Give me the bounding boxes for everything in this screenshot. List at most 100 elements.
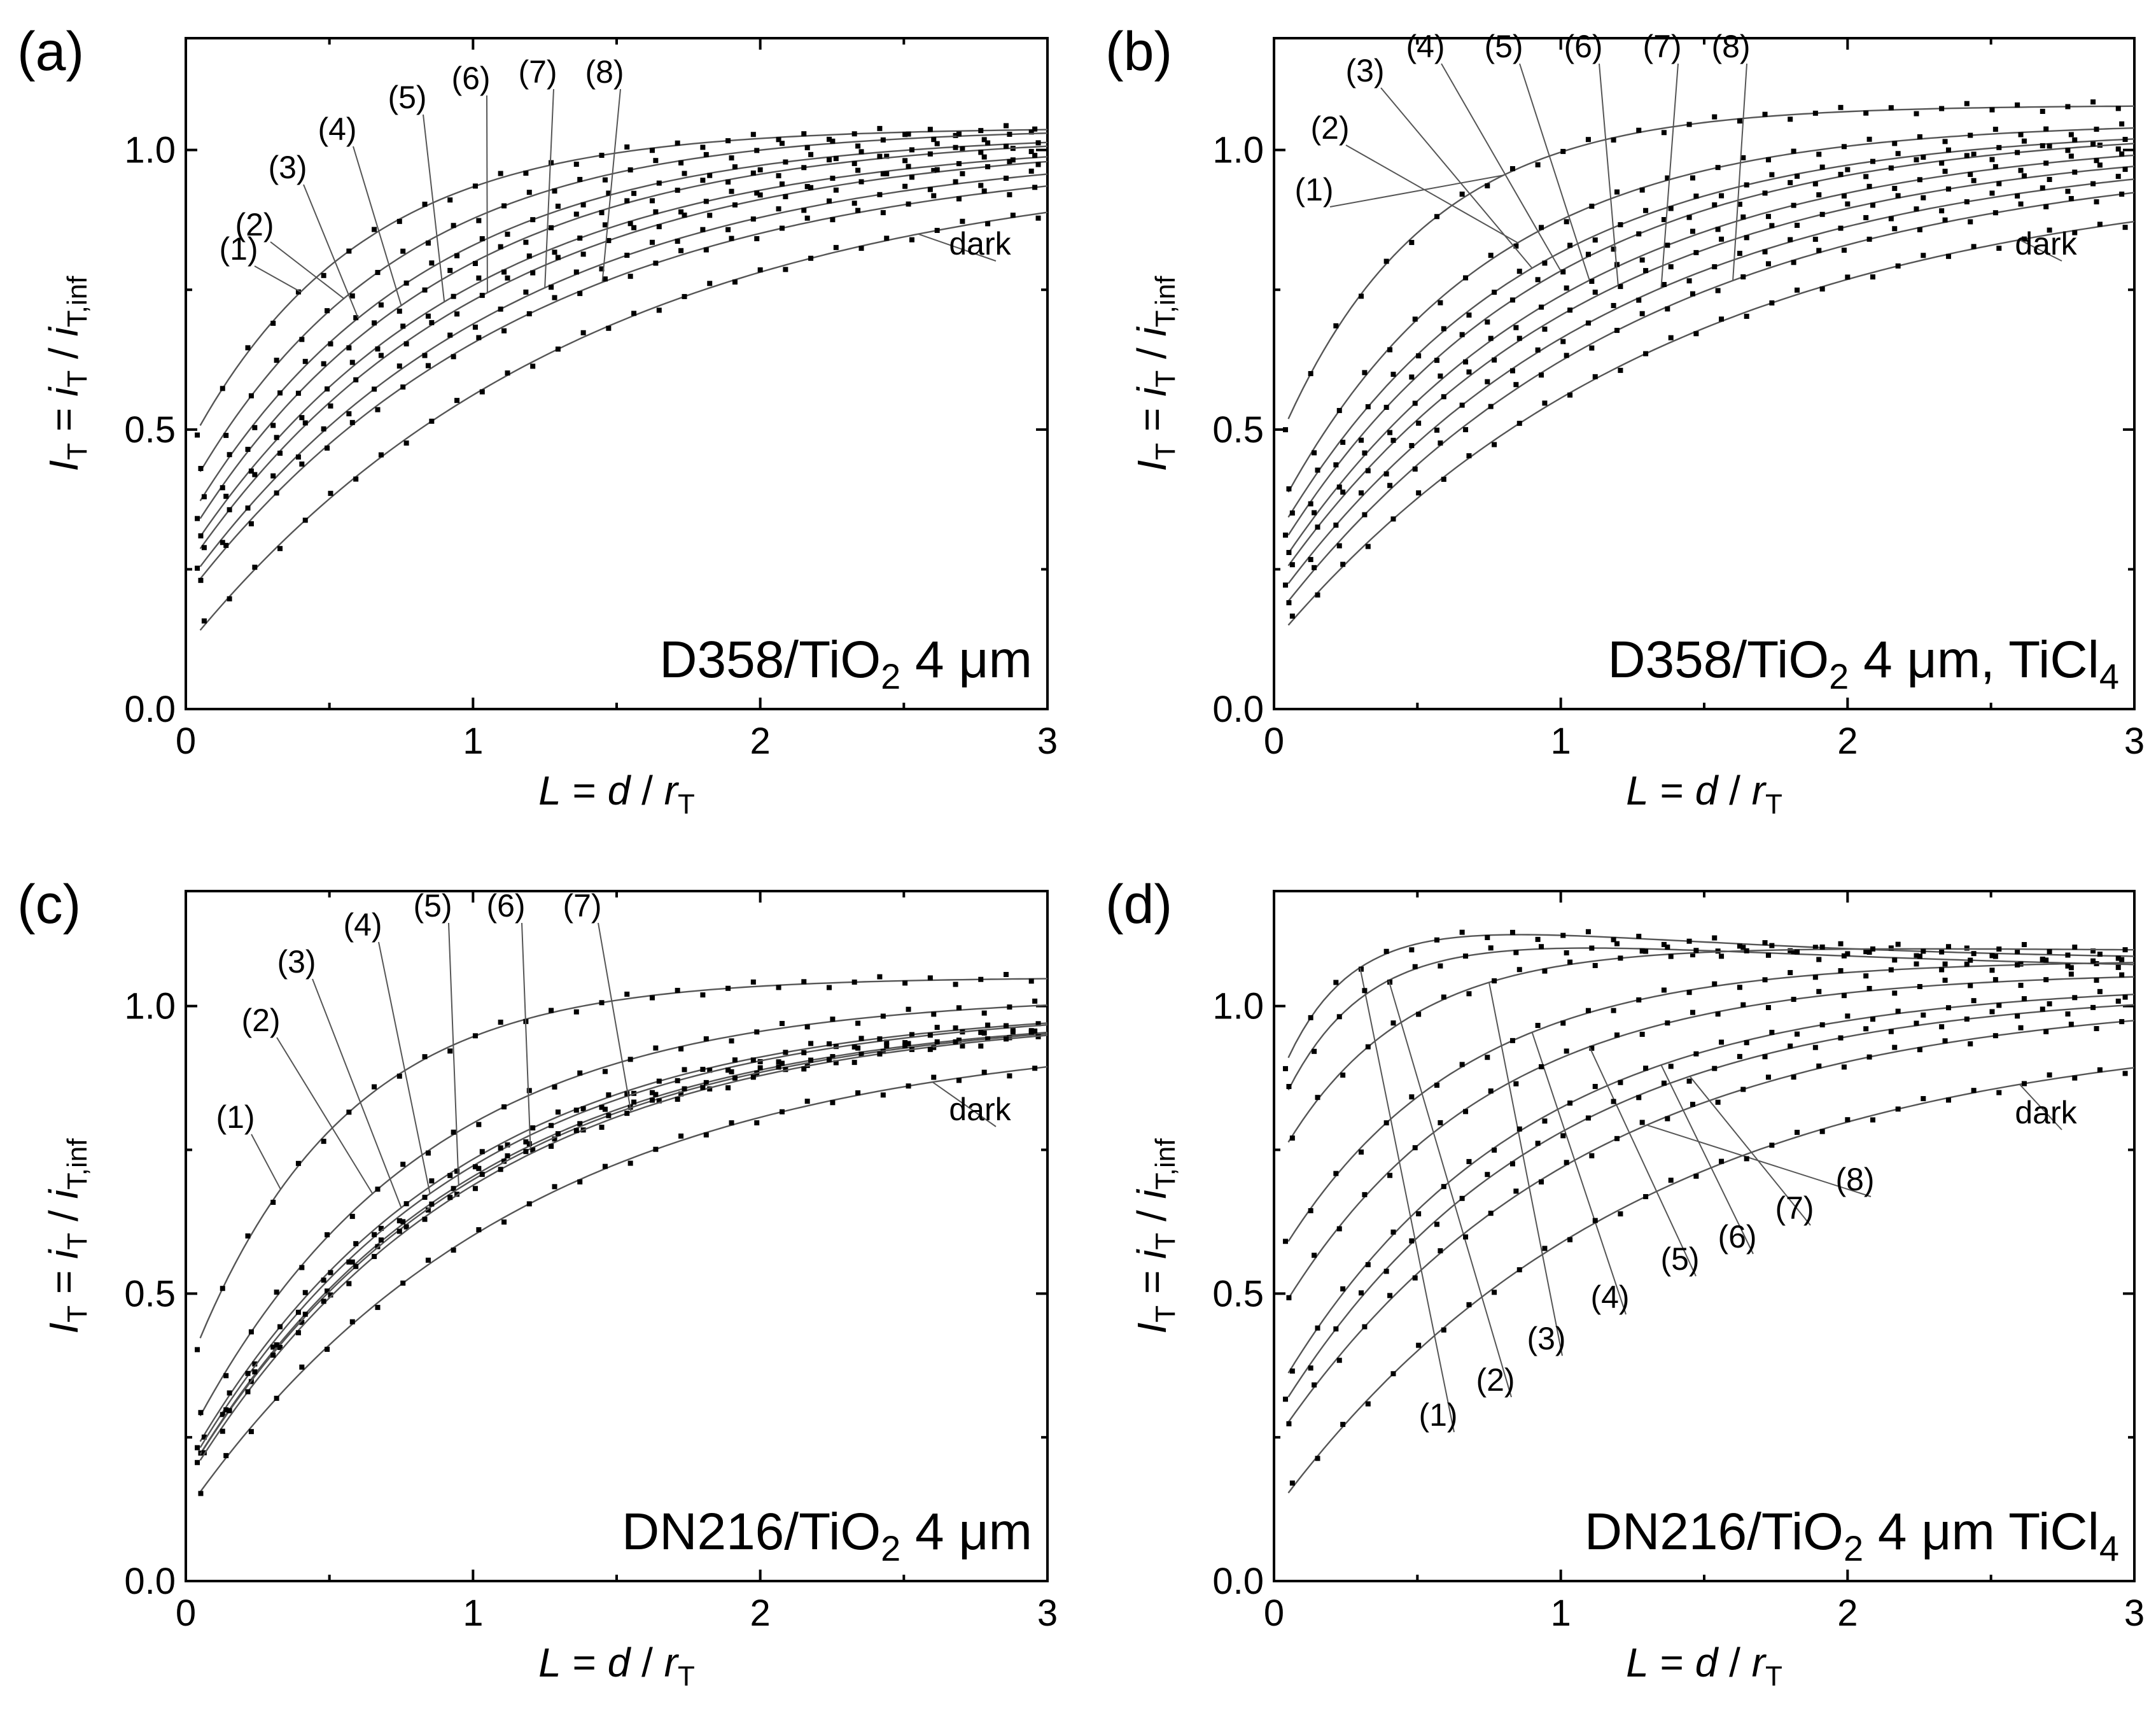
- leader-line: [448, 922, 459, 1186]
- data-point: [2072, 169, 2078, 175]
- data-point: [299, 337, 305, 342]
- data-point: [555, 346, 561, 352]
- data-point: [707, 281, 713, 286]
- data-point: [981, 188, 987, 194]
- data-point: [606, 1092, 612, 1098]
- data-point: [1892, 957, 1898, 963]
- data-point: [2043, 957, 2049, 963]
- data-point: [1866, 136, 1872, 142]
- data-point: [1509, 1037, 1515, 1043]
- data-point: [555, 1131, 561, 1137]
- data-point: [627, 1057, 633, 1062]
- series-7: (7): [1283, 29, 2135, 588]
- data-point: [1010, 157, 1016, 163]
- data-point: [2015, 1013, 2020, 1019]
- data-point: [1485, 1055, 1490, 1060]
- data-point: [801, 979, 807, 985]
- data-point: [227, 452, 232, 458]
- data-point: [422, 1195, 428, 1200]
- data-point: [1010, 213, 1016, 218]
- data-point: [325, 1288, 330, 1294]
- data-point: [1004, 123, 1009, 129]
- data-point: [321, 1277, 326, 1283]
- data-point: [1567, 1237, 1573, 1242]
- data-point: [707, 213, 713, 218]
- data-point: [906, 1083, 911, 1089]
- data-point: [1028, 168, 1034, 174]
- data-point: [403, 440, 409, 446]
- data-point: [750, 1074, 756, 1080]
- leader-line: [353, 146, 402, 306]
- fit-curve: [199, 1065, 1048, 1493]
- data-point: [1035, 140, 1041, 146]
- curve-label: (8): [1711, 29, 1750, 64]
- data-point: [472, 1033, 478, 1039]
- data-point: [599, 266, 605, 272]
- data-point: [1564, 285, 1569, 291]
- data-point: [1665, 1116, 1670, 1122]
- data-point: [1336, 484, 1342, 490]
- data-point: [1542, 1118, 1548, 1124]
- data-point: [1289, 1480, 1295, 1486]
- data-point: [653, 260, 659, 266]
- fit-curve: [1287, 178, 2135, 584]
- data-point: [1719, 193, 1725, 199]
- data-point: [833, 187, 839, 193]
- data-point: [703, 247, 709, 253]
- data-point: [353, 315, 359, 321]
- data-point: [1488, 335, 1494, 341]
- curve-label: (4): [1406, 29, 1445, 64]
- leader-line: [2019, 239, 2062, 262]
- data-point: [1968, 219, 1973, 225]
- data-point: [1712, 114, 1718, 120]
- data-point: [1668, 1064, 1674, 1069]
- data-point: [1921, 1012, 1926, 1018]
- data-point: [1992, 127, 1998, 132]
- data-point: [880, 137, 886, 143]
- data-point: [425, 1257, 431, 1263]
- x-tick-label: 2: [1837, 1593, 1858, 1634]
- data-point: [981, 137, 987, 143]
- data-point: [1812, 1044, 1818, 1050]
- data-point: [884, 1039, 890, 1045]
- data-point: [956, 161, 962, 167]
- data-point: [956, 1037, 962, 1043]
- data-point: [1007, 131, 1012, 137]
- data-point: [1441, 1327, 1446, 1333]
- data-point: [1665, 306, 1670, 312]
- data-point: [1333, 323, 1339, 328]
- data-point: [403, 1224, 409, 1230]
- data-point: [1863, 949, 1869, 955]
- data-point: [1819, 286, 1825, 292]
- data-point: [649, 148, 655, 153]
- data-point: [1765, 952, 1771, 958]
- x-tick-label: 3: [1037, 1593, 1058, 1634]
- x-tick-label: 0: [176, 721, 196, 762]
- data-point: [1466, 1158, 1472, 1164]
- fit-curve: [1287, 947, 2135, 1090]
- data-point: [252, 1369, 258, 1375]
- leader-line: [1488, 982, 1563, 1356]
- data-point: [830, 217, 836, 223]
- data-point: [1690, 952, 1695, 958]
- data-point: [252, 472, 258, 477]
- data-point: [325, 1232, 330, 1237]
- data-point: [2072, 1075, 2078, 1081]
- data-point: [675, 1078, 680, 1083]
- data-point: [1737, 118, 1742, 124]
- data-point: [372, 1232, 377, 1237]
- data-point: [1516, 967, 1522, 973]
- data-point: [1661, 987, 1667, 993]
- data-point: [776, 1059, 781, 1065]
- data-point: [2068, 1022, 2074, 1027]
- data-point: [328, 341, 333, 347]
- data-point: [1795, 222, 1800, 228]
- data-point: [1939, 1024, 1945, 1030]
- data-point: [858, 1036, 864, 1041]
- fit-curve: [1287, 976, 2135, 1299]
- data-point: [1416, 1211, 1422, 1216]
- data-point: [498, 1167, 503, 1172]
- data-point: [884, 1043, 890, 1049]
- data-point: [1035, 1021, 1041, 1027]
- data-point: [1359, 293, 1364, 299]
